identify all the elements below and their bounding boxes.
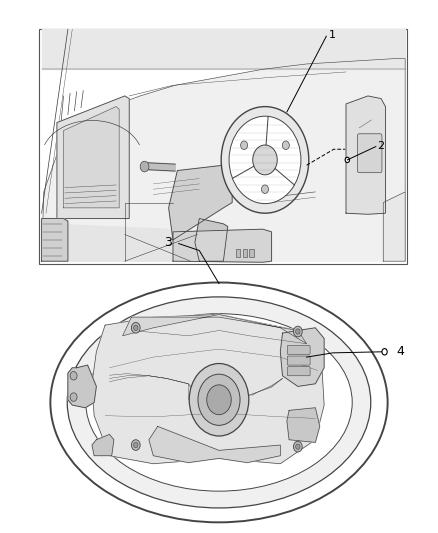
Polygon shape (42, 59, 405, 261)
Ellipse shape (67, 297, 371, 508)
Polygon shape (42, 219, 68, 261)
Polygon shape (123, 314, 307, 344)
Ellipse shape (86, 313, 352, 491)
Circle shape (283, 141, 290, 150)
Polygon shape (68, 365, 96, 408)
Circle shape (382, 349, 387, 355)
Bar (249, 249, 254, 257)
Circle shape (131, 322, 140, 333)
Bar (39, 29, 407, 264)
Polygon shape (173, 229, 272, 262)
Polygon shape (57, 96, 129, 219)
Polygon shape (346, 96, 385, 214)
Circle shape (296, 329, 300, 334)
FancyBboxPatch shape (287, 345, 310, 354)
Polygon shape (149, 426, 280, 463)
Polygon shape (195, 219, 228, 261)
Polygon shape (169, 165, 232, 240)
Circle shape (207, 385, 231, 415)
Ellipse shape (50, 282, 388, 522)
Text: 1: 1 (328, 30, 336, 40)
FancyBboxPatch shape (287, 356, 310, 365)
Bar (236, 249, 240, 257)
FancyBboxPatch shape (287, 367, 310, 376)
Polygon shape (42, 29, 405, 69)
Polygon shape (92, 434, 114, 456)
Circle shape (140, 161, 149, 172)
Polygon shape (280, 328, 324, 386)
Text: 2: 2 (378, 141, 385, 151)
Text: 3: 3 (164, 236, 172, 249)
Polygon shape (144, 163, 175, 171)
Circle shape (131, 440, 140, 450)
Circle shape (296, 444, 300, 449)
Circle shape (240, 141, 247, 150)
Polygon shape (234, 172, 254, 178)
Polygon shape (287, 408, 320, 442)
Circle shape (70, 372, 77, 380)
Circle shape (293, 326, 302, 337)
Text: 4: 4 (396, 345, 404, 358)
Circle shape (221, 107, 309, 213)
Circle shape (134, 442, 138, 448)
Circle shape (198, 374, 240, 425)
Polygon shape (42, 224, 272, 261)
Circle shape (189, 364, 249, 436)
Circle shape (253, 145, 277, 175)
FancyBboxPatch shape (357, 134, 382, 173)
Circle shape (345, 157, 350, 163)
Circle shape (229, 116, 301, 204)
Polygon shape (64, 107, 119, 208)
Polygon shape (92, 314, 324, 464)
Circle shape (134, 325, 138, 330)
Bar (243, 249, 247, 257)
Circle shape (293, 441, 302, 452)
Circle shape (70, 393, 77, 401)
Circle shape (261, 185, 268, 193)
Polygon shape (383, 192, 405, 261)
